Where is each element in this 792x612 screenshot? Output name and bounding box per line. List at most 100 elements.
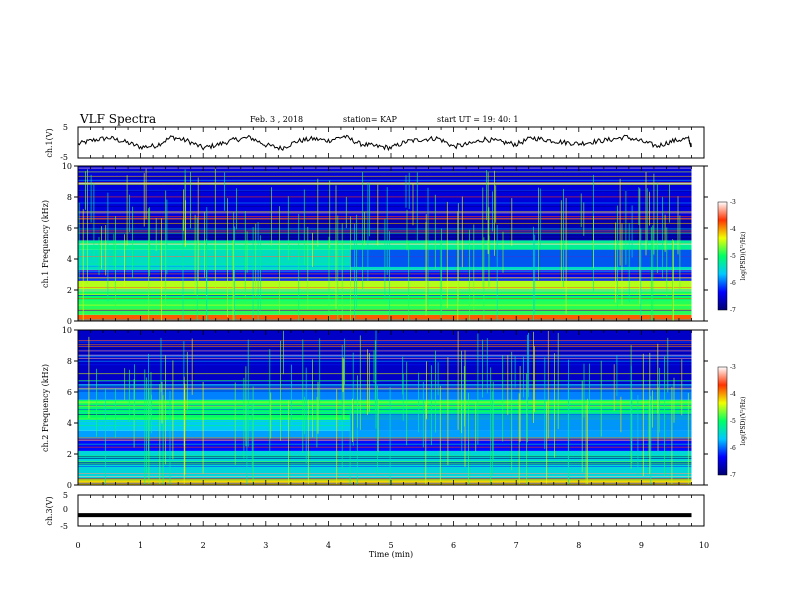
ch1-spectrogram-yticks: 0 2 4 6 8 10 <box>62 162 708 326</box>
spectral-line <box>78 212 692 214</box>
spectral-line <box>78 356 692 357</box>
spectral-line <box>78 443 692 445</box>
spectral-line <box>78 179 692 181</box>
ch3-waveform-panel: 5 0 -5 ch.3(V) <box>45 491 705 531</box>
spectral-line <box>78 319 692 321</box>
xtick-label: 3 <box>263 541 268 550</box>
spectral-line <box>78 457 692 458</box>
spectral-line <box>78 346 692 347</box>
ch1-spectrogram-ylabel: ch.1 Frequency (kHz) <box>41 200 50 288</box>
figure-title: VLF Spectra <box>79 112 156 126</box>
spectrogram-band <box>78 330 692 385</box>
spectral-line <box>78 385 692 387</box>
spectral-line <box>78 309 692 311</box>
spectral-line <box>78 409 692 411</box>
spectral-line <box>78 202 692 204</box>
spectral-line <box>78 387 692 388</box>
spectral-line <box>78 171 692 173</box>
xtick-label: 2 <box>201 541 206 550</box>
colorbar-tick: -5 <box>730 418 736 425</box>
ch2-spectrogram-ylabel: ch.2 Frequency (kHz) <box>41 364 50 452</box>
ch1-waveform-panel: 5 -5 ch.1(V) <box>45 123 705 162</box>
spectral-line <box>78 217 692 219</box>
colorbar-label: log(PSD)(V²/Hz) <box>740 232 747 281</box>
xtick-label: 1 <box>138 541 143 550</box>
ch2-spectrogram-panel: 0 2 4 6 8 10 ch.2 Frequency (kHz) -3 -4 -5 -6 -7 l… <box>41 326 747 490</box>
spectral-line <box>78 405 692 406</box>
spectrogram-band <box>78 300 692 315</box>
spectral-line <box>78 478 692 480</box>
ytick-label: 8 <box>67 357 72 366</box>
ch3-waveform-frame <box>77 494 705 527</box>
start-time-label: start UT = 19: 40: 1 <box>437 115 518 124</box>
spectral-line <box>78 354 692 356</box>
xtick-label: 5 <box>388 541 393 550</box>
spectral-line <box>78 458 692 459</box>
time-axis: 0 1 2 3 4 5 6 7 8 9 10 <box>75 127 709 550</box>
spectral-line <box>78 479 692 481</box>
spectral-line <box>78 357 692 359</box>
ch1-waveform-ylabel: ch.1(V) <box>45 128 54 157</box>
spectral-line <box>78 437 692 439</box>
spectral-line <box>78 189 692 191</box>
colorbar-label: log(PSD)(V²/Hz) <box>740 397 747 446</box>
colorbar-tick: -6 <box>730 445 736 452</box>
ch3-ytick-bottom: -5 <box>60 522 68 531</box>
ytick-label: 4 <box>67 255 72 264</box>
ytick-label: 0 <box>67 481 72 490</box>
colorbar-tick: -7 <box>730 472 736 479</box>
spectral-line <box>78 340 692 341</box>
spectral-line <box>78 455 692 457</box>
spectral-line <box>78 344 692 346</box>
spectral-line <box>78 380 692 381</box>
spectrogram-shift-region <box>350 413 692 431</box>
spectral-line <box>78 462 692 464</box>
spectral-line <box>78 405 692 407</box>
spectral-line <box>78 373 692 375</box>
spectrogram-band <box>78 314 692 321</box>
ch3-ytick-top: 5 <box>63 491 68 500</box>
spectral-line <box>78 438 692 440</box>
xtick-label: 10 <box>699 541 709 550</box>
spectral-line <box>78 184 692 185</box>
colorbar-tick: -3 <box>730 364 736 371</box>
xtick-label: 6 <box>451 541 456 550</box>
colorbar-tick: -4 <box>730 391 736 398</box>
spectral-line <box>78 446 692 448</box>
spectral-line <box>78 456 692 457</box>
spectral-line <box>78 482 692 484</box>
spectral-line <box>78 196 692 198</box>
spectrogram-band <box>78 438 692 451</box>
spectral-line <box>78 348 692 349</box>
ch1-ytick-top: 5 <box>63 123 68 132</box>
spectral-line <box>78 211 692 213</box>
colorbar-tick: -6 <box>730 280 736 287</box>
spectrogram-shift-region <box>350 249 692 267</box>
ch1-waveform-frame <box>77 126 705 159</box>
spectral-line <box>78 350 692 352</box>
ch1-colorbar: -3 -4 -5 -6 -7 log(PSD)(V²/Hz) <box>717 199 747 314</box>
spectral-line <box>78 177 692 179</box>
spectrogram-band <box>78 430 692 439</box>
spectral-line <box>78 379 692 380</box>
spectral-line <box>78 440 692 441</box>
xtick-label: 8 <box>576 541 581 550</box>
spectral-line <box>78 175 692 177</box>
ytick-label: 2 <box>67 286 72 295</box>
spectral-line <box>78 401 692 403</box>
spectral-line <box>78 388 692 390</box>
spectral-line <box>78 198 692 200</box>
xtick-label: 0 <box>75 541 80 550</box>
ytick-label: 6 <box>67 224 72 233</box>
xtick-label: 4 <box>326 541 331 550</box>
time-axis-label: Time (min) <box>369 550 413 559</box>
ch2-spectrogram-image <box>78 330 704 485</box>
spectral-line <box>78 205 692 207</box>
spectral-line <box>78 462 692 464</box>
spectral-line <box>78 466 692 467</box>
spectral-line <box>78 476 692 477</box>
spectral-line <box>78 310 692 311</box>
xtick-label: 9 <box>639 541 644 550</box>
ytick-label: 0 <box>67 317 72 326</box>
